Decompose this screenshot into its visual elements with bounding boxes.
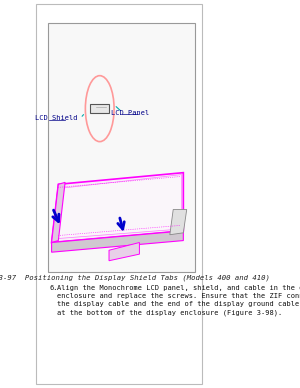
Polygon shape bbox=[52, 231, 183, 252]
Text: Align the Monochrome LCD panel, shield, and cable in the display
enclosure and r: Align the Monochrome LCD panel, shield, … bbox=[58, 285, 300, 316]
Text: Figure 3-97  Positioning the Display Shield Tabs (Models 400 and 410): Figure 3-97 Positioning the Display Shie… bbox=[0, 274, 270, 281]
Polygon shape bbox=[57, 175, 182, 239]
FancyBboxPatch shape bbox=[90, 104, 109, 113]
Text: LCD Shield: LCD Shield bbox=[35, 115, 78, 121]
FancyBboxPatch shape bbox=[36, 4, 202, 384]
Polygon shape bbox=[170, 210, 187, 235]
FancyBboxPatch shape bbox=[48, 23, 195, 272]
Text: 6.: 6. bbox=[49, 285, 58, 291]
Polygon shape bbox=[109, 242, 140, 261]
Polygon shape bbox=[52, 182, 65, 242]
Polygon shape bbox=[52, 173, 183, 242]
Text: LCD Panel: LCD Panel bbox=[111, 109, 149, 116]
